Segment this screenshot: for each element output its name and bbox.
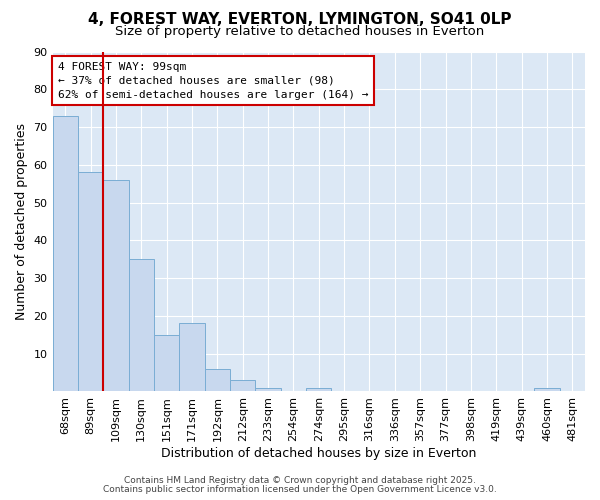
Bar	[128, 260, 154, 392]
Bar	[179, 324, 205, 392]
Bar	[256, 388, 281, 392]
Bar	[306, 388, 331, 392]
X-axis label: Distribution of detached houses by size in Everton: Distribution of detached houses by size …	[161, 447, 476, 460]
Bar	[230, 380, 256, 392]
Bar	[78, 172, 103, 392]
Bar	[103, 180, 128, 392]
Y-axis label: Number of detached properties: Number of detached properties	[15, 123, 28, 320]
Bar	[53, 116, 78, 392]
Text: 4, FOREST WAY, EVERTON, LYMINGTON, SO41 0LP: 4, FOREST WAY, EVERTON, LYMINGTON, SO41 …	[88, 12, 512, 28]
Text: Size of property relative to detached houses in Everton: Size of property relative to detached ho…	[115, 25, 485, 38]
Bar	[205, 369, 230, 392]
Text: 4 FOREST WAY: 99sqm
← 37% of detached houses are smaller (98)
62% of semi-detach: 4 FOREST WAY: 99sqm ← 37% of detached ho…	[58, 62, 368, 100]
Bar	[154, 335, 179, 392]
Bar	[534, 388, 560, 392]
Text: Contains public sector information licensed under the Open Government Licence v3: Contains public sector information licen…	[103, 485, 497, 494]
Text: Contains HM Land Registry data © Crown copyright and database right 2025.: Contains HM Land Registry data © Crown c…	[124, 476, 476, 485]
